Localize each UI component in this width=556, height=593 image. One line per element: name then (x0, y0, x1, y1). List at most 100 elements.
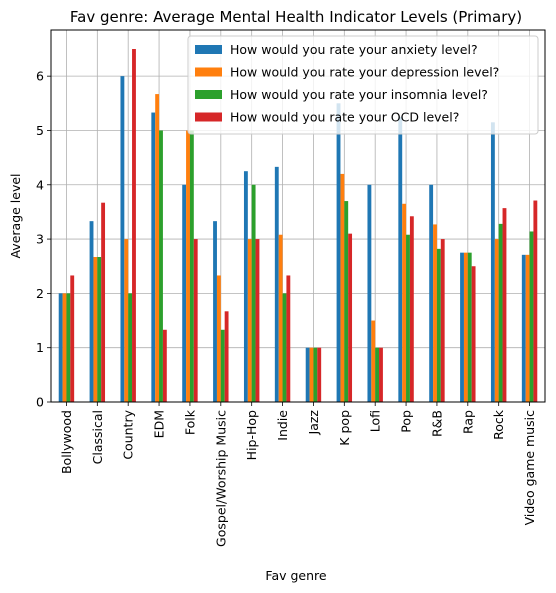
bar (344, 201, 349, 402)
bar (93, 257, 98, 402)
bar (336, 103, 341, 402)
bar (471, 266, 476, 402)
x-tick-label: Folk (182, 409, 197, 435)
x-tick-label: Hip-Hop (244, 410, 259, 460)
bar (313, 347, 318, 402)
bar (220, 329, 225, 402)
legend-label: How would you rate your insomnia level? (230, 87, 488, 102)
bar (216, 275, 221, 402)
y-tick-label: 1 (36, 340, 44, 355)
bar (62, 293, 67, 402)
x-tick-label: Country (121, 409, 136, 459)
bar (525, 254, 530, 402)
x-tick-label: Lofi (368, 410, 383, 432)
y-tick-label: 5 (36, 123, 44, 138)
bar (128, 293, 133, 402)
bar (89, 221, 94, 402)
bar (498, 223, 503, 402)
x-tick-label: Classical (90, 410, 105, 464)
bar (533, 200, 538, 402)
bar (189, 130, 194, 402)
bar (120, 76, 125, 402)
bar (151, 112, 156, 402)
legend-swatch (195, 112, 222, 122)
plot-frame (50, 29, 546, 403)
bar (440, 239, 445, 402)
bar (494, 239, 499, 402)
bar (213, 221, 217, 402)
bar (490, 122, 495, 402)
bar (371, 320, 376, 402)
bar (367, 184, 372, 402)
bar (278, 234, 283, 402)
bar (379, 347, 383, 402)
bar (398, 116, 403, 403)
bar (274, 166, 279, 402)
bar (460, 252, 464, 402)
bar (467, 252, 472, 402)
bar (251, 184, 256, 402)
bar (429, 184, 434, 402)
legend-label: How would you rate your anxiety level? (230, 42, 478, 57)
legend-swatch (195, 45, 222, 54)
legend-swatch (195, 67, 222, 77)
legend-box (187, 35, 539, 135)
bar (521, 254, 526, 402)
legend-label: How would you rate your OCD level? (230, 110, 459, 125)
bar (409, 216, 414, 402)
bar (132, 49, 136, 403)
y-tick-label: 3 (36, 232, 44, 247)
bar (193, 239, 198, 402)
x-tick-label: K pop (337, 410, 352, 446)
bar (224, 311, 229, 402)
bar (159, 130, 163, 402)
chart-title: Fav genre: Average Mental Health Indicat… (70, 8, 522, 26)
bar (463, 252, 468, 402)
bar (406, 234, 410, 402)
y-tick-label: 6 (36, 69, 44, 84)
bar (243, 171, 248, 402)
bar (66, 293, 71, 402)
y-axis-label: Average level (8, 173, 23, 258)
bar (348, 233, 353, 402)
bar (436, 248, 441, 402)
bar (182, 184, 187, 402)
legend-label: How would you rate your depression level… (230, 65, 499, 80)
bar (433, 224, 437, 402)
y-tick-label: 4 (36, 177, 44, 192)
bar (58, 293, 63, 402)
y-tick-label: 0 (36, 395, 44, 410)
bars (58, 49, 538, 403)
bar (247, 239, 252, 402)
x-tick-label: Bollywood (59, 410, 74, 474)
bar (286, 275, 291, 402)
bar (529, 231, 534, 402)
x-ticks: Bollywood Classical Country EDM Folk Gospel/W… (59, 402, 537, 547)
bar (186, 130, 190, 402)
bar (255, 239, 260, 402)
y-tick-label: 2 (36, 286, 44, 301)
x-axis-label: Fav genre (265, 568, 326, 583)
x-tick-label: EDM (152, 410, 167, 438)
bar (124, 239, 129, 402)
x-tick-label: Rap (460, 410, 475, 434)
bar (97, 257, 102, 402)
bar (101, 202, 106, 402)
legend-swatch (195, 90, 222, 99)
bar (305, 347, 310, 402)
bar (375, 347, 380, 402)
x-tick-label: Video game music (522, 410, 537, 526)
bar (309, 347, 314, 402)
bar (502, 208, 507, 402)
bar (402, 203, 407, 402)
bar (70, 275, 75, 402)
x-tick-label: Jazz (306, 410, 321, 436)
bar (340, 173, 345, 402)
bar (317, 347, 322, 402)
legend: How would you rate your anxiety level? Ho… (187, 35, 539, 135)
x-tick-label: Indie (275, 410, 290, 441)
x-tick-label: Pop (399, 410, 414, 433)
y-ticks: 0 1 2 3 4 5 6 (36, 69, 51, 410)
bar (162, 329, 167, 402)
